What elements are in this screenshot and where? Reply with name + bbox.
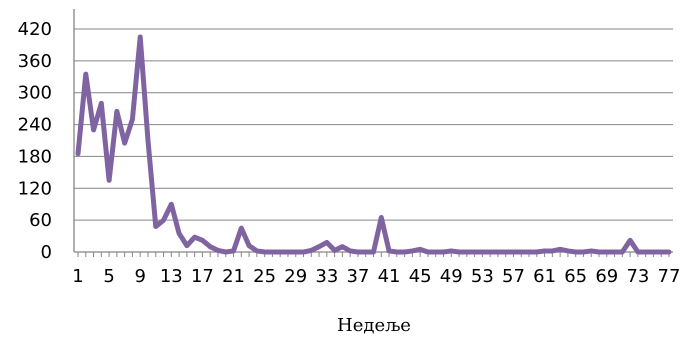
x-tick-label: 57 — [502, 266, 525, 287]
y-tick-label: 0 — [41, 242, 52, 263]
y-tick-label: 60 — [29, 210, 52, 231]
x-tick-label: 33 — [315, 266, 338, 287]
x-axis-title: Недеље — [337, 315, 411, 336]
x-tick-label: 25 — [253, 266, 276, 287]
series-line — [75, 34, 672, 255]
x-tick-label: 1 — [72, 266, 83, 287]
x-axis-tick-labels: 1 5 9 13 17 21 25 29 33 37 41 45 49 53 57 61 65 69 73 77 — [72, 266, 680, 287]
series-group — [75, 34, 672, 255]
gridlines — [74, 28, 673, 221]
x-tick-label: 45 — [409, 266, 432, 287]
x-tick-label: 21 — [222, 266, 245, 287]
y-tick-label: 360 — [18, 51, 52, 72]
x-tick-label: 5 — [103, 266, 114, 287]
x-tick-label: 29 — [284, 266, 307, 287]
y-tick-label: 240 — [18, 115, 52, 136]
x-tick-label: 49 — [440, 266, 463, 287]
y-axis-tick-labels: 0 60 120 180 240 300 360 420 — [18, 19, 52, 263]
y-tick-label: 300 — [18, 83, 52, 104]
y-tick-label: 180 — [18, 146, 52, 167]
x-tick-label: 69 — [595, 266, 618, 287]
x-tick-label: 13 — [160, 266, 183, 287]
x-tick-label: 73 — [626, 266, 649, 287]
x-tick-label: 41 — [378, 266, 401, 287]
x-tick-label: 9 — [134, 266, 145, 287]
x-tick-label: 65 — [564, 266, 587, 287]
x-tick-label: 53 — [471, 266, 494, 287]
x-tick-label: 77 — [658, 266, 681, 287]
x-tick-label: 17 — [191, 266, 214, 287]
x-tick-label: 61 — [533, 266, 556, 287]
y-tick-label: 420 — [18, 19, 52, 40]
y-tick-label: 120 — [18, 178, 52, 199]
x-tick-label: 37 — [346, 266, 369, 287]
